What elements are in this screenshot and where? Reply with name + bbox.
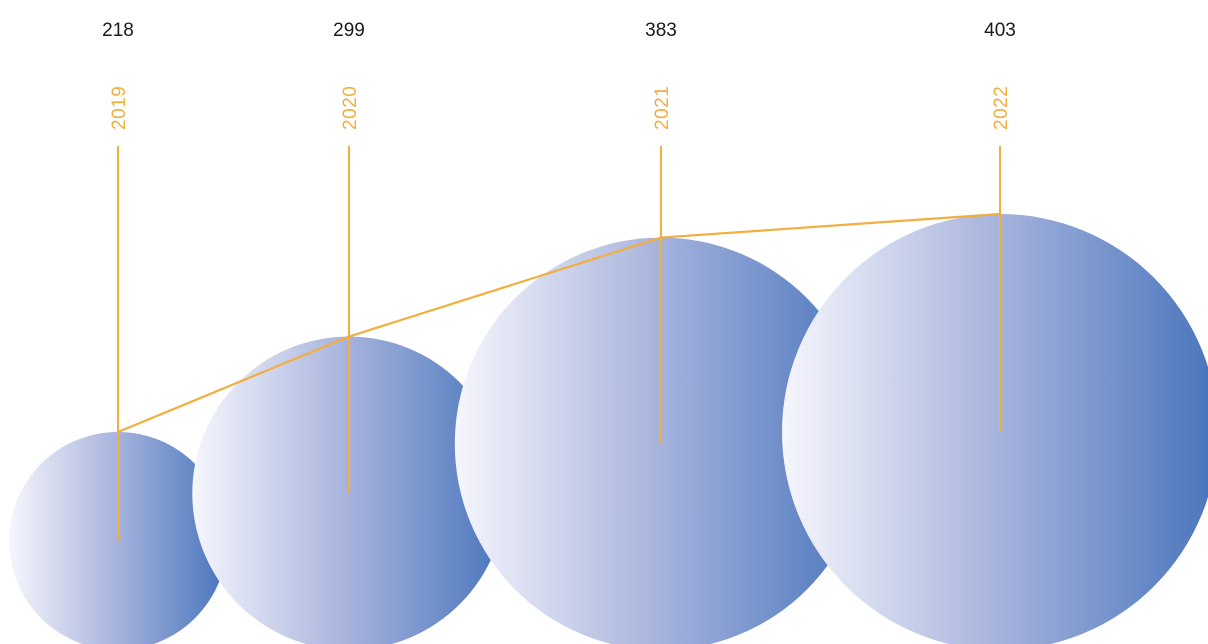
bubbles-layer (9, 214, 1208, 644)
value-label-2022: 403 (984, 20, 1016, 41)
trend-line (117, 212, 1001, 434)
bubble-2022 (782, 214, 1208, 644)
year-label-2019: 2019 (109, 86, 130, 130)
value-label-2021: 383 (645, 20, 677, 41)
year-label-2021: 2021 (652, 86, 673, 130)
trend-point-2021 (659, 236, 663, 239)
trend-point-2022 (998, 212, 1002, 216)
year-label-2020: 2020 (340, 86, 361, 130)
stems-layer (117, 146, 1001, 541)
labels-layer: 218 2019 299 2020 383 2021 403 2022 (102, 20, 1016, 130)
year-label-2022: 2022 (991, 86, 1012, 130)
trend-point-2020 (347, 335, 351, 338)
trend-layer (116, 212, 1002, 434)
value-label-2020: 299 (333, 20, 365, 41)
trend-point-2019 (116, 430, 120, 434)
value-label-2019: 218 (102, 20, 134, 41)
